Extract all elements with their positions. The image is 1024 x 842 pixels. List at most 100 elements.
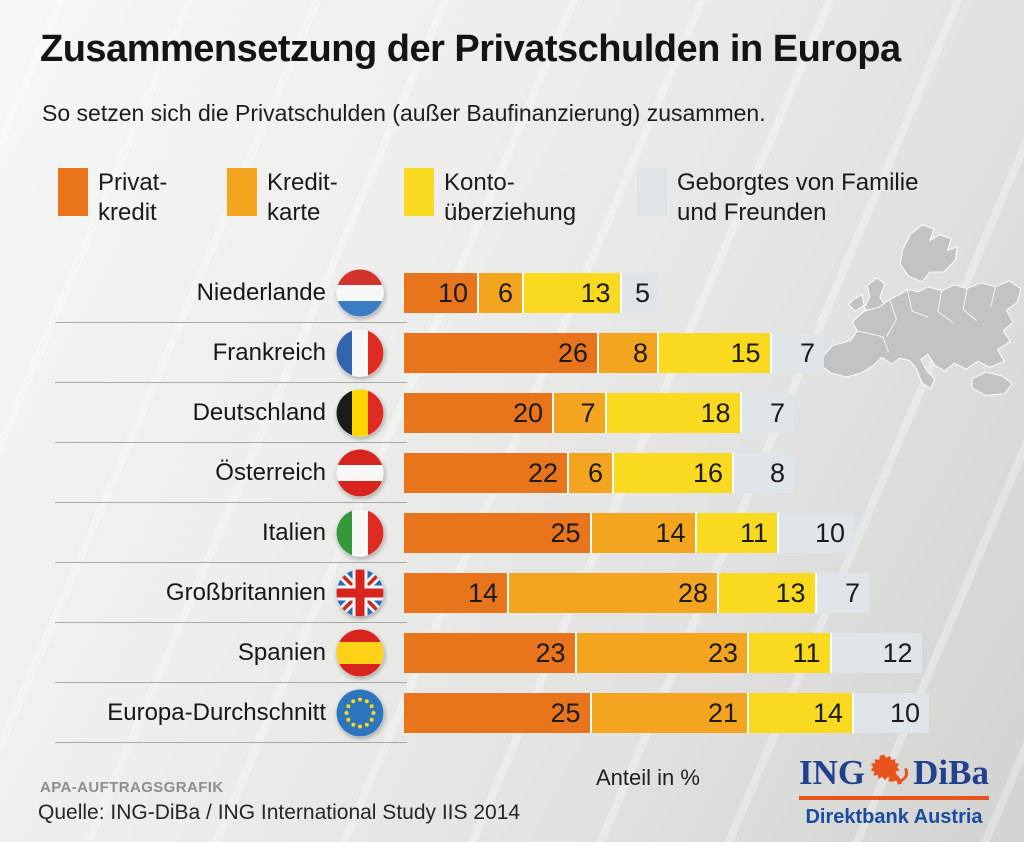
bar-segment-kreditkarte: 28 (509, 573, 719, 613)
bar-segment-konto-berziehung: 11 (696, 513, 779, 553)
chart-row: Spanien 23 23 11 12 (0, 623, 1024, 683)
bar-segment-kreditkarte: 23 (576, 633, 749, 673)
legend-swatch-icon (637, 168, 667, 216)
page-title: Zusammensetzung der Privatschulden in Eu… (40, 28, 901, 70)
bar-segment-konto-berziehung: 13 (719, 573, 817, 613)
bar-segment-geborgtes-von-familie-und-freunden: 10 (854, 693, 929, 733)
legend-swatch-icon (227, 168, 257, 216)
legend-label: Privat-kredit (98, 169, 168, 226)
bar-segment-geborgtes-von-familie-und-freunden: 5 (621, 273, 659, 313)
stacked-bar: 25 14 11 10 (404, 513, 854, 553)
chart-row: Frankreich 26 8 15 7 (0, 323, 1024, 383)
stacked-bar: 20 7 18 7 (404, 393, 794, 433)
country-label: Frankreich (212, 339, 326, 366)
legend-item-kontoueberziehung: Konto-überziehung (404, 168, 576, 228)
legend-label: Kredit-karte (267, 169, 338, 226)
axis-unit-label: Anteil in % (596, 765, 700, 790)
chart-row: Österreich 22 6 16 8 (0, 443, 1024, 503)
row-divider (55, 322, 407, 323)
bar-segment-konto-berziehung: 14 (749, 693, 854, 733)
chart-row: Italien 25 14 11 10 (0, 503, 1024, 563)
country-label: Großbritannien (165, 579, 326, 606)
source-label: Quelle: ING-DiBa / ING International Stu… (38, 801, 521, 824)
logo-tagline: Direktbank Austria (805, 806, 983, 828)
bar-segment-konto-berziehung: 11 (749, 633, 832, 673)
country-label: Deutschland (192, 399, 326, 426)
row-divider (55, 382, 407, 383)
logo-text-ing: ING (799, 753, 866, 792)
stacked-bar: 14 28 13 7 (404, 573, 869, 613)
stacked-bar-chart: Niederlande 10 6 13 5 Frankreich 26 8 15 7 Deutsch… (0, 263, 1024, 743)
bar-segment-geborgtes-von-familie-und-freunden: 8 (734, 453, 794, 493)
bar-segment-geborgtes-von-familie-und-freunden: 7 (741, 393, 794, 433)
bar-segment-privatkredit: 20 (404, 393, 554, 433)
country-label: Italien (261, 519, 326, 546)
row-divider (55, 442, 407, 443)
bar-segment-kreditkarte: 7 (554, 393, 607, 433)
country-label: Österreich (215, 459, 326, 486)
bar-segment-konto-berziehung: 15 (659, 333, 772, 373)
logo-text-diba: DiBa (913, 753, 989, 792)
logo-wordmark: ING DiBa (799, 751, 989, 795)
flag-italy-icon (336, 509, 384, 557)
row-divider (55, 562, 407, 563)
bar-segment-konto-berziehung: 16 (614, 453, 734, 493)
country-label: Niederlande (196, 279, 326, 306)
row-divider (55, 742, 407, 743)
row-divider (55, 682, 407, 683)
stacked-bar: 23 23 11 12 (404, 633, 922, 673)
bar-segment-privatkredit: 26 (404, 333, 599, 373)
ing-diba-logo: ING DiBa Direktbank Austria (799, 751, 989, 829)
bar-segment-privatkredit: 25 (404, 693, 592, 733)
chart-row: Großbritannien 14 28 13 7 (0, 563, 1024, 623)
legend-item-geborgtes: Geborgtes von Familie und Freunden (637, 168, 918, 228)
flag-germany-icon (336, 389, 384, 437)
legend-swatch-icon (404, 168, 434, 216)
flag-austria-icon (336, 449, 384, 497)
bar-segment-kreditkarte: 21 (591, 693, 749, 733)
bar-segment-geborgtes-von-familie-und-freunden: 12 (831, 633, 922, 673)
stacked-bar: 10 6 13 5 (404, 273, 659, 313)
credit-label: APA-AUFTRAGSGRAFIK (40, 779, 224, 796)
bar-segment-konto-berziehung: 13 (524, 273, 622, 313)
row-divider (55, 622, 407, 623)
bar-segment-kreditkarte: 6 (479, 273, 524, 313)
bar-segment-privatkredit: 23 (404, 633, 577, 673)
bar-segment-kreditkarte: 6 (569, 453, 614, 493)
bar-segment-privatkredit: 10 (404, 273, 479, 313)
bar-segment-kreditkarte: 14 (591, 513, 697, 553)
flag-europe-icon (336, 689, 384, 737)
bar-segment-kreditkarte: 8 (599, 333, 659, 373)
chart-row: Europa-Durchschnitt 25 21 14 10 (0, 683, 1024, 743)
row-divider (55, 502, 407, 503)
bar-segment-privatkredit: 25 (404, 513, 592, 553)
country-label: Spanien (237, 639, 326, 666)
bar-segment-privatkredit: 22 (404, 453, 569, 493)
legend-item-privatkredit: Privat-kredit (58, 168, 167, 228)
country-label: Europa-Durchschnitt (107, 699, 326, 726)
bar-segment-konto-berziehung: 18 (606, 393, 742, 433)
stacked-bar: 22 6 16 8 (404, 453, 794, 493)
lion-icon (870, 754, 909, 785)
bar-segment-geborgtes-von-familie-und-freunden: 7 (771, 333, 824, 373)
subtitle: So setzen sich die Privatschulden (außer… (42, 100, 766, 126)
bar-segment-geborgtes-von-familie-und-freunden: 10 (779, 513, 854, 553)
flag-france-icon (336, 329, 384, 377)
stacked-bar: 25 21 14 10 (404, 693, 929, 733)
stacked-bar: 26 8 15 7 (404, 333, 824, 373)
logo-underline (799, 796, 989, 800)
legend-swatch-icon (58, 168, 88, 216)
flag-great-britain-icon (336, 569, 384, 617)
legend-label: Konto-überziehung (444, 169, 577, 226)
bar-segment-geborgtes-von-familie-und-freunden: 7 (816, 573, 869, 613)
legend-label: Geborgtes von Familie und Freunden (677, 169, 919, 226)
chart-row: Deutschland 20 7 18 7 (0, 383, 1024, 443)
chart-row: Niederlande 10 6 13 5 (0, 263, 1024, 323)
flag-netherlands-icon (336, 269, 384, 317)
bar-segment-privatkredit: 14 (404, 573, 509, 613)
flag-spain-icon (336, 629, 384, 677)
europe-map-graphic (820, 224, 1022, 397)
legend: Privat-kredit Kredit-karte Konto-überziehu… (0, 168, 1024, 228)
legend-item-kreditkarte: Kredit-karte (227, 168, 338, 228)
